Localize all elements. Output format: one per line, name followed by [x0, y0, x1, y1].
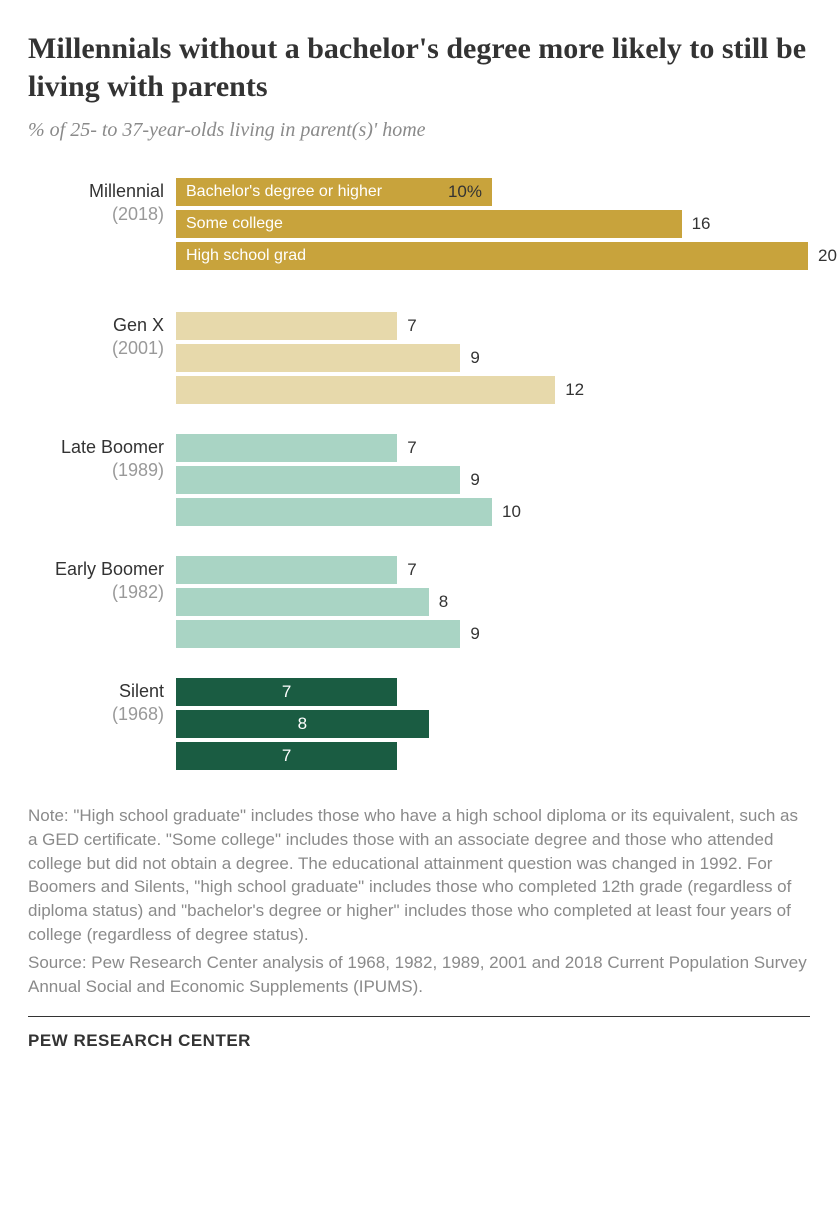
group-label: Late Boomer(1989): [28, 434, 176, 526]
group-label: Silent(1968): [28, 678, 176, 770]
bar-value: 7: [407, 560, 416, 580]
bar-value: 20: [818, 246, 837, 266]
bar-value: 10: [502, 502, 521, 522]
bar: 7: [176, 742, 397, 770]
bar-row: 9: [176, 344, 810, 372]
bar-row: 7: [176, 434, 810, 462]
bar-category-label: Some college: [176, 215, 283, 233]
group-name: Late Boomer: [28, 436, 164, 459]
bar-row: 7: [176, 312, 810, 340]
bar-value: 9: [470, 348, 479, 368]
bar: [176, 376, 555, 404]
bar: 7: [176, 678, 397, 706]
bar-value: 12: [565, 380, 584, 400]
bars-container: Bachelor's degree or higher 10% Some colle…: [176, 178, 837, 270]
chart-subtitle: % of 25- to 37-year-olds living in paren…: [28, 119, 810, 142]
bar-row: 10: [176, 498, 810, 526]
bar-row: 9: [176, 466, 810, 494]
group-label: Early Boomer(1982): [28, 556, 176, 648]
group-label: Millennial(2018): [28, 178, 176, 270]
bar: [176, 312, 397, 340]
bar: [176, 466, 460, 494]
bar: [176, 588, 429, 616]
bar-value: 7: [282, 682, 291, 702]
chart-group: Late Boomer(1989) 7 9 10: [28, 434, 810, 526]
bar: [176, 620, 460, 648]
bar-row: 9: [176, 620, 810, 648]
chart-group: Early Boomer(1982) 7 8 9: [28, 556, 810, 648]
bar-value: 7: [407, 316, 416, 336]
chart-source: Source: Pew Research Center analysis of …: [28, 951, 810, 999]
chart-group: Millennial(2018)Bachelor's degree or hig…: [28, 178, 810, 270]
bar: [176, 434, 397, 462]
bar-row: 8: [176, 710, 810, 738]
bar-row: 7: [176, 556, 810, 584]
bar-row: High school grad 20: [176, 242, 837, 270]
bar-row: Bachelor's degree or higher 10%: [176, 178, 837, 206]
chart-note: Note: "High school graduate" includes th…: [28, 804, 810, 947]
bar-value: 8: [298, 714, 307, 734]
chart-group: Silent(1968)787: [28, 678, 810, 770]
bar-row: 7: [176, 678, 810, 706]
bar-value: 16: [692, 214, 711, 234]
group-name: Gen X: [28, 314, 164, 337]
divider: [28, 1016, 810, 1017]
bar: Bachelor's degree or higher 10%: [176, 178, 492, 206]
bar-value: 8: [439, 592, 448, 612]
bar-value: 9: [470, 624, 479, 644]
bar: High school grad: [176, 242, 808, 270]
bar: Some college: [176, 210, 682, 238]
bars-container: 787: [176, 678, 810, 770]
chart-title: Millennials without a bachelor's degree …: [28, 30, 810, 105]
bar: [176, 498, 492, 526]
group-name: Silent: [28, 680, 164, 703]
group-name: Millennial: [28, 180, 164, 203]
bars-container: 7 9 10: [176, 434, 810, 526]
group-year: (1982): [28, 581, 164, 604]
bar-row: 12: [176, 376, 810, 404]
bar-value: 7: [407, 438, 416, 458]
chart-group: Gen X(2001) 7 9 12: [28, 312, 810, 404]
bar-row: 8: [176, 588, 810, 616]
group-year: (2018): [28, 203, 164, 226]
group-name: Early Boomer: [28, 558, 164, 581]
group-year: (2001): [28, 337, 164, 360]
footer-attribution: PEW RESEARCH CENTER: [28, 1031, 810, 1051]
bar-category-label: High school grad: [176, 247, 306, 265]
chart-area: Millennial(2018)Bachelor's degree or hig…: [28, 178, 810, 770]
bar-value: 10%: [448, 182, 482, 202]
bar-value: 9: [470, 470, 479, 490]
bar-row: Some college 16: [176, 210, 837, 238]
bar-row: 7: [176, 742, 810, 770]
bar-value: 7: [282, 746, 291, 766]
bars-container: 7 9 12: [176, 312, 810, 404]
group-year: (1989): [28, 459, 164, 482]
group-year: (1968): [28, 703, 164, 726]
group-label: Gen X(2001): [28, 312, 176, 404]
bars-container: 7 8 9: [176, 556, 810, 648]
bar: 8: [176, 710, 429, 738]
bar: [176, 556, 397, 584]
bar-category-label: Bachelor's degree or higher: [176, 183, 382, 201]
bar: [176, 344, 460, 372]
